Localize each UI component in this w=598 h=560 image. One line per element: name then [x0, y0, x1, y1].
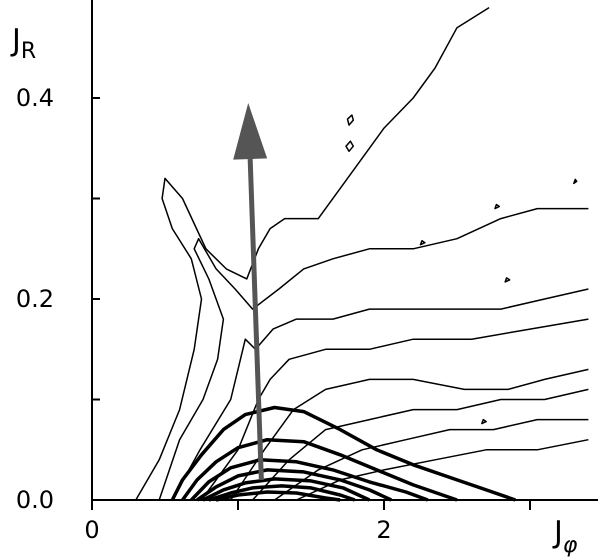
contour-island-2: [573, 178, 578, 185]
x-axis-title-sub: φ: [563, 533, 578, 558]
contour-island-6: [481, 418, 487, 425]
contour-thin-5: [252, 388, 589, 501]
contour-thin-2: [171, 288, 589, 501]
x-tick-label-0: 0: [84, 516, 99, 544]
contour-island-5: [504, 277, 511, 283]
x-axis-title: Jφ: [552, 515, 578, 558]
contour-thick-5: [208, 484, 356, 502]
axes-group: [91, 0, 598, 501]
contour-thin-1: [158, 207, 589, 501]
contour-thick-2: [190, 458, 429, 502]
contour-thick-1: [181, 437, 458, 502]
contour-thin-7: [296, 438, 589, 501]
contour-island-1: [345, 140, 355, 153]
y-tick-label-4: 0.4: [16, 84, 54, 112]
arrow-head: [233, 103, 268, 160]
x-axis-title-main: J: [552, 515, 563, 550]
contours-thick-group: [170, 405, 516, 502]
contour-islands-group: [345, 114, 578, 425]
contour-island-3: [494, 203, 501, 210]
contour-thick-4: [202, 477, 371, 502]
contour-thick-6: [215, 490, 341, 502]
contour-island-0: [346, 114, 355, 126]
contour-thin-0: [135, 6, 490, 501]
contour-thin-3: [200, 318, 589, 501]
arrow-group: [233, 103, 268, 480]
y-tick-label-0: 0.0: [16, 486, 54, 514]
contour-island-4: [419, 239, 426, 246]
y-tick-label-2: 0.2: [16, 285, 54, 313]
contours-thin-group: [135, 6, 589, 501]
y-axis-title-main: J: [10, 23, 21, 58]
contour-thick-0: [170, 405, 516, 502]
x-tick-label-2: 2: [376, 516, 391, 544]
contour-thin-4: [230, 368, 589, 501]
ticks-group: 0 2 0.0 0.2 0.4: [16, 84, 531, 544]
contour-thick-3: [196, 468, 393, 502]
arrow-shaft: [247, 158, 264, 480]
y-axis-title-sub: R: [21, 39, 36, 64]
y-axis-title: JR: [10, 23, 36, 64]
